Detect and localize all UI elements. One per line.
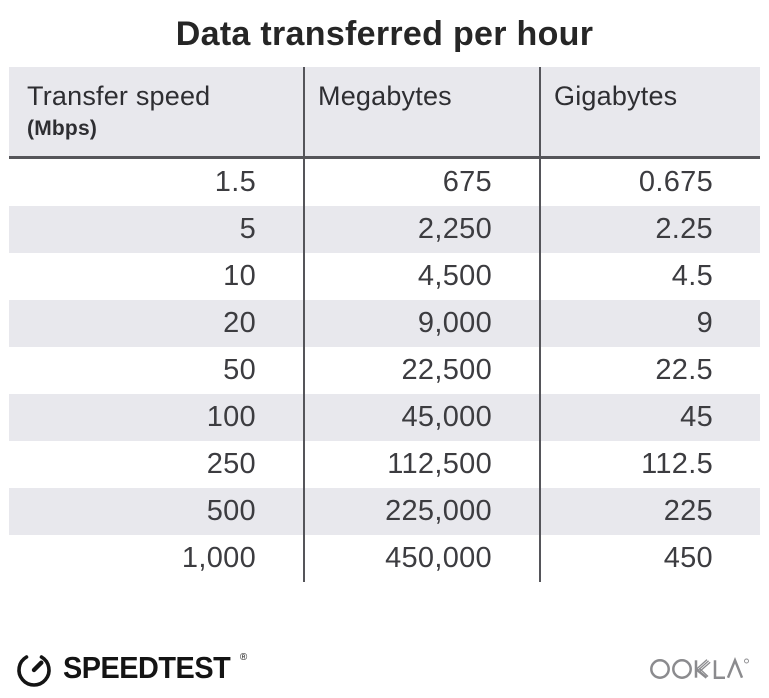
data-table: Transfer speed (Mbps) Megabytes Gigabyte… (9, 67, 760, 582)
table-cell: 50 (223, 354, 256, 386)
column-header-label: Gigabytes (554, 81, 678, 111)
table-cell: 45 (539, 394, 760, 441)
speedtest-gauge-icon (17, 655, 51, 687)
table-cell: 112,500 (303, 441, 539, 488)
table-cell: 22,500 (303, 347, 539, 394)
table-cell: 225 (539, 488, 760, 535)
ookla-logo (649, 652, 753, 684)
table-cell: 20 (223, 307, 256, 339)
table-cell: 10 (223, 260, 256, 292)
table-cell: 500 (206, 495, 256, 527)
table-cell: 2,250 (303, 206, 539, 253)
table-cell: 450,000 (303, 535, 539, 582)
table-cell: 1,000 (181, 542, 256, 574)
table-cell: 225,000 (303, 488, 539, 535)
table-cell: 5 (239, 213, 256, 245)
table-cell: 1.5 (214, 166, 256, 198)
table-row: 1.5 675 0.675 (9, 159, 760, 206)
table-cell: 9,000 (303, 300, 539, 347)
table-cell: 450 (539, 535, 760, 582)
registered-trademark-icon: ® (239, 652, 248, 663)
footer: SPEEDTEST ® (14, 647, 753, 689)
column-header-megabytes: Megabytes (303, 67, 539, 156)
speedtest-wordmark: SPEEDTEST (63, 650, 231, 685)
table-cell: 0.675 (539, 159, 760, 206)
table-row: 5 2,250 2.25 (9, 206, 760, 253)
table-cell: 250 (206, 448, 256, 480)
table-row: 1,000 450,000 450 (9, 535, 760, 582)
table-cell: 22.5 (539, 347, 760, 394)
table-body: 1.5 675 0.675 5 2,250 2.25 10 4,500 4.5 20 9,000 9 5… (9, 159, 760, 582)
table-row: 250 112,500 112.5 (9, 441, 760, 488)
table-header-row: Transfer speed (Mbps) Megabytes Gigabyte… (9, 67, 760, 159)
ookla-wordmark-icon (650, 656, 749, 679)
speedtest-logo: SPEEDTEST ® (14, 648, 247, 688)
table-cell: 2.25 (539, 206, 760, 253)
column-header-label: Megabytes (318, 81, 452, 111)
table-cell: 4,500 (303, 253, 539, 300)
table-cell: 9 (539, 300, 760, 347)
table-row: 50 22,500 22.5 (9, 347, 760, 394)
table-row: 500 225,000 225 (9, 488, 760, 535)
table-cell: 45,000 (303, 394, 539, 441)
column-header-gigabytes: Gigabytes (539, 67, 760, 156)
table-row: 10 4,500 4.5 (9, 253, 760, 300)
table-cell: 4.5 (539, 253, 760, 300)
table-cell: 675 (303, 159, 539, 206)
table-cell: 100 (206, 401, 256, 433)
column-header-unit: (Mbps) (27, 117, 98, 140)
column-header-transfer-speed: Transfer speed (Mbps) (9, 67, 303, 156)
column-header-label: Transfer speed (27, 81, 211, 111)
table-cell: 112.5 (539, 441, 760, 488)
table-row: 100 45,000 45 (9, 394, 760, 441)
page-title: Data transferred per hour (175, 15, 594, 53)
table-row: 20 9,000 9 (9, 300, 760, 347)
